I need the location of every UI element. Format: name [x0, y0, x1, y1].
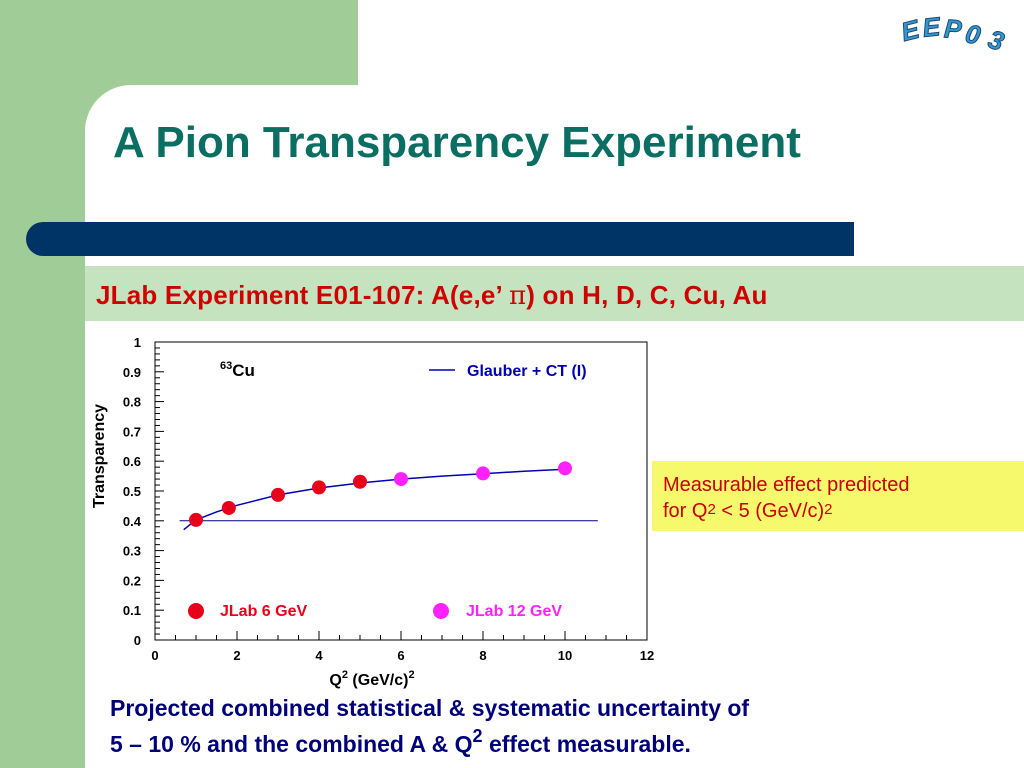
y-tick-label: 0.3 — [123, 544, 141, 559]
svg-text:P: P — [943, 13, 963, 44]
eep03-logo-letters: E E P 0 3 — [898, 11, 1009, 58]
legend-label-jlab-6: JLab 6 GeV — [220, 603, 307, 620]
x-label-units-sup: 2 — [408, 669, 414, 681]
title-underline-bar — [26, 222, 854, 256]
x-label-q-sup: 2 — [342, 669, 348, 681]
nucleus-label: 63Cu — [220, 360, 255, 380]
prediction-callout — [652, 461, 1024, 531]
data-point-jlab-6 — [353, 474, 367, 489]
y-tick-label: 0.4 — [123, 514, 142, 529]
svg-text:3: 3 — [985, 24, 1009, 57]
data-point-jlab-12 — [476, 466, 490, 481]
callout-units-sup: 2 — [824, 501, 833, 518]
plot-frame — [154, 341, 648, 641]
svg-text:0: 0 — [963, 18, 984, 50]
subtitle-suffix: ) on H, D, C, Cu, Au — [526, 280, 768, 310]
conclusion-text: Projected combined statistical & systema… — [110, 690, 749, 764]
content-panel — [85, 85, 1024, 768]
y-tick-label: 0.7 — [123, 424, 141, 439]
x-tick-label: 12 — [640, 648, 654, 663]
curve-legend-label: Glauber + CT (I) — [467, 363, 587, 380]
x-label-units: (GeV/c) — [348, 672, 408, 689]
legend-marker-jlab-12 — [433, 603, 449, 619]
slide-title: A Pion Transparency Experiment — [113, 118, 801, 167]
conclusion-line-2: 5 – 10 % and the combined A & Q2 effect … — [110, 726, 749, 764]
y-axis-label: Transparency — [91, 404, 108, 508]
legend-marker-jlab-6 — [188, 603, 204, 619]
x-axis-ticks: 0 2 4 6 8 10 12 — [151, 631, 654, 663]
y-tick-label: 0.8 — [123, 395, 141, 410]
y-tick-label: 0.1 — [123, 603, 141, 618]
callout-line-1: Measurable effect predicted — [663, 474, 910, 496]
x-tick-label: 10 — [558, 648, 572, 663]
svg-text:E: E — [898, 14, 923, 47]
x-tick-label: 8 — [479, 648, 486, 663]
callout-line-2: for Q2 < 5 (GeV/c)2 — [663, 498, 909, 526]
callout-q: for Q — [663, 500, 708, 522]
data-point-jlab-12 — [558, 461, 572, 476]
conclusion-line-2-a: 5 – 10 % and the combined A & Q — [110, 731, 473, 757]
x-tick-label: 2 — [233, 648, 240, 663]
x-tick-label: 6 — [397, 648, 404, 663]
callout-bound: < 5 (GeV/c) — [715, 500, 825, 522]
experiment-subtitle: JLab Experiment E01-107: A(e,e’ π) on H,… — [96, 280, 768, 311]
y-tick-label: 0 — [134, 633, 141, 648]
y-tick-label: 0.9 — [123, 365, 141, 380]
eep03-logo: E E P 0 3 — [898, 11, 1009, 58]
data-point-jlab-6 — [271, 487, 285, 502]
transparency-chart: 00.10.20.30.40.50.60.70.80.91 0 2 4 6 8 10 12 … — [91, 335, 654, 689]
subtitle-prefix: JLab Experiment E01-107: A(e,e’ — [96, 280, 509, 310]
x-axis-label: Q2 (GeV/c)2 — [329, 669, 414, 689]
y-tick-label: 0.2 — [123, 573, 141, 588]
x-tick-label: 0 — [151, 648, 158, 663]
conclusion-q-sup: 2 — [472, 726, 483, 746]
data-point-jlab-6 — [221, 500, 236, 515]
y-tick-label: 0.6 — [123, 454, 141, 469]
prediction-callout-text: Measurable effect predicted for Q2 < 5 (… — [663, 472, 909, 526]
pi-symbol: π — [508, 281, 527, 311]
conclusion-line-2-b: effect measurable. — [482, 731, 691, 757]
y-tick-label: 1 — [134, 335, 141, 350]
svg-text:E: E — [921, 11, 942, 43]
y-axis-ticks: 0 0.1 0.2 0.3 0.4 0.5 0.6 0.7 0.8 0.9 1 — [123, 335, 164, 648]
data-point-jlab-12 — [394, 472, 408, 487]
data-point-jlab-6 — [189, 512, 203, 527]
nucleus-mass: 63 — [220, 360, 232, 372]
x-tick-label: 4 — [315, 648, 323, 663]
y-tick-label: 0.5 — [123, 484, 141, 499]
plot-marks — [179, 461, 598, 531]
data-point-jlab-6 — [312, 480, 326, 495]
subtitle-band — [85, 266, 1024, 321]
x-label-q: Q — [329, 672, 341, 689]
conclusion-line-1: Projected combined statistical & systema… — [110, 695, 750, 721]
legend-label-jlab-12: JLab 12 GeV — [466, 603, 562, 620]
callout-q-sup: 2 — [707, 501, 716, 518]
nucleus-symbol: Cu — [232, 361, 255, 380]
